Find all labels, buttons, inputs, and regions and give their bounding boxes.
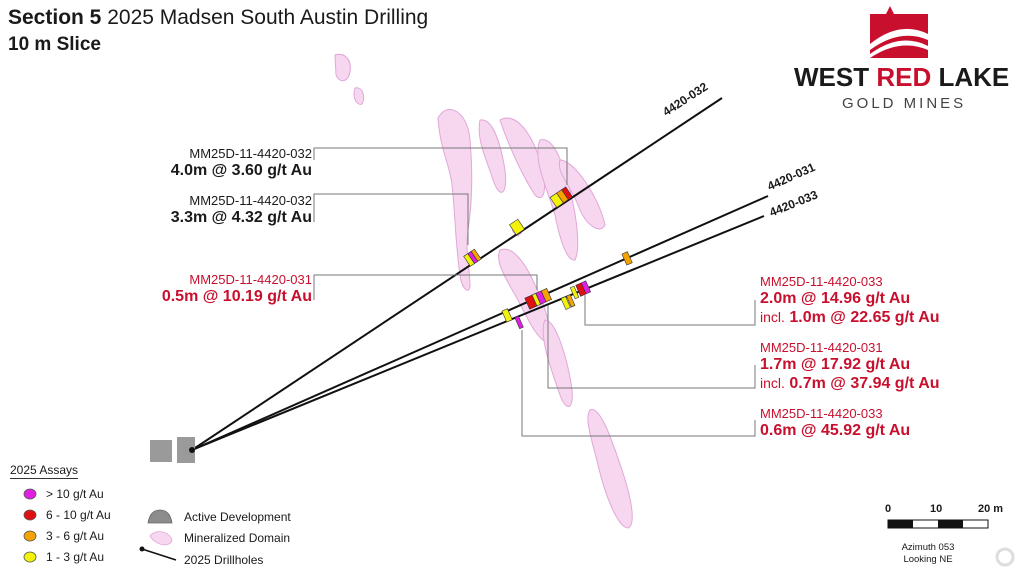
drillhole-4420-031	[191, 195, 769, 451]
page-title: Section 5 2025 Madsen South Austin Drill…	[8, 6, 429, 29]
drillhole-legend-line	[141, 548, 177, 561]
legend-swatch-gt10	[23, 488, 37, 500]
legend-label-6-10: 6 - 10 g/t Au	[46, 508, 111, 522]
mineralized-domain-shape	[542, 319, 573, 407]
mineralized-domain-shape	[437, 108, 473, 291]
mineralized-domain-shape	[499, 117, 546, 198]
legend-label-active-development: Active Development	[184, 510, 291, 524]
callout-4420-031-right: MM25D-11-4420-031 1.7m @ 17.92 g/t Au in…	[760, 340, 940, 392]
active-development	[150, 437, 195, 463]
logo-wordmark: WEST RED LAKE	[794, 62, 1010, 92]
callout-4420-032-lower: MM25D-11-4420-032 3.3m @ 4.32 g/t Au	[170, 193, 312, 226]
legend-label-drillholes: 2025 Drillholes	[184, 553, 264, 567]
mineralized-domain-shape	[558, 159, 606, 230]
legend-label-3-6: 3 - 6 g/t Au	[46, 529, 105, 543]
callout-4420-032-upper: MM25D-11-4420-032 4.0m @ 3.60 g/t Au	[170, 146, 312, 179]
legend-label-1-3: 1 - 3 g/t Au	[46, 550, 105, 564]
collar-point	[189, 447, 195, 453]
page-subtitle: 10 m Slice	[8, 34, 101, 55]
mineralized-domain-icon	[149, 531, 173, 546]
leader-lines	[313, 147, 756, 437]
logo-tagline: GOLD MINES	[842, 95, 967, 112]
legend-label-gt10: > 10 g/t Au	[46, 487, 104, 501]
scale-bar	[887, 519, 989, 529]
assay-intervals	[463, 186, 633, 330]
mineralized-domains	[334, 53, 633, 529]
mineralized-domain-shape	[587, 409, 633, 529]
callout-4420-031-left: MM25D-11-4420-031 0.5m @ 10.19 g/t Au	[161, 272, 312, 305]
legend-title: 2025 Assays	[10, 463, 79, 479]
legend-swatches	[23, 488, 177, 563]
scale-tick-10: 10	[930, 503, 943, 515]
legend-label-mineralized-domain: Mineralized Domain	[184, 531, 291, 545]
active-development-icon	[147, 509, 173, 524]
legend-swatch-3-6	[23, 530, 37, 542]
callout-4420-033-upper: MM25D-11-4420-033 2.0m @ 14.96 g/t Au in…	[760, 274, 940, 326]
drillhole-4420-032	[191, 97, 723, 451]
scale-tick-0: 0	[885, 503, 892, 515]
drillholes	[191, 97, 769, 451]
drillhole-4420-033	[191, 215, 765, 451]
mineralized-domain-shape	[478, 119, 507, 193]
legend-swatch-1-3	[23, 551, 37, 563]
callout-4420-033-lower: MM25D-11-4420-033 0.6m @ 45.92 g/t Au	[760, 406, 911, 439]
mineralized-domain-shape	[334, 53, 351, 82]
legend-swatch-6-10	[23, 509, 37, 521]
orientation-note: Azimuth 053 Looking NE	[901, 542, 955, 565]
mineralized-domain-shape	[353, 87, 365, 105]
west-red-lake-logo-icon	[870, 6, 928, 58]
watermark-emblem-icon	[995, 547, 1015, 567]
scale-tick-20: 20 m	[978, 503, 1004, 515]
